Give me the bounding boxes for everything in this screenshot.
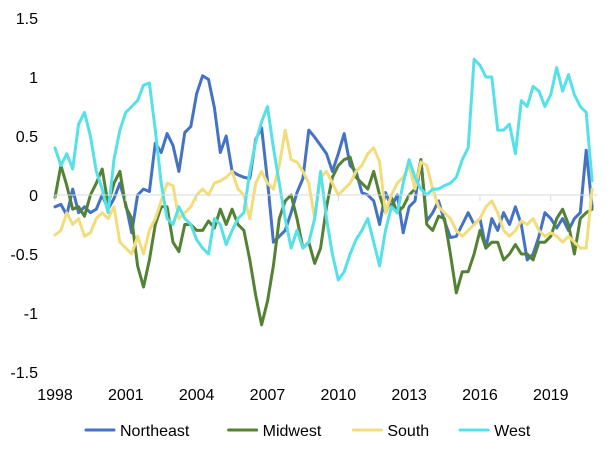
x-tick-label: 2007 (250, 387, 286, 404)
y-tick-label: 0 (29, 188, 38, 205)
legend-item-northeast: Northeast (84, 423, 190, 440)
legend: Northeast Midwest South West (84, 423, 531, 440)
y-tick-label: 1.5 (16, 11, 38, 28)
legend-label-northeast: Northeast (120, 423, 190, 440)
legend-item-south: South (351, 423, 429, 440)
x-tick-label: 1998 (37, 387, 73, 404)
series-line-south (53, 128, 594, 256)
x-tick-label: 2001 (108, 387, 144, 404)
series-line-northeast (53, 74, 594, 262)
x-tick-label: 2019 (533, 387, 569, 404)
y-tick-label: 1 (29, 70, 38, 87)
x-axis-ticks: 1998 2001 2004 2007 2010 2013 2016 2019 (37, 195, 569, 404)
y-tick-label: -0.5 (10, 247, 38, 264)
x-tick-label: 2016 (462, 387, 498, 404)
y-axis-ticks: 1.5 1 0.5 0 -0.5 -1 -1.5 (10, 11, 38, 382)
legend-item-west: West (458, 423, 531, 440)
x-tick-label: 2004 (179, 387, 215, 404)
legend-label-midwest: Midwest (263, 423, 322, 440)
legend-item-midwest: Midwest (227, 423, 322, 440)
x-tick-label: 2010 (321, 387, 357, 404)
x-tick-label: 2013 (391, 387, 427, 404)
legend-label-west: West (494, 423, 531, 440)
series-line-midwest (53, 155, 594, 327)
y-tick-label: 0.5 (16, 129, 38, 146)
y-tick-label: -1.5 (10, 365, 38, 382)
y-tick-label: -1 (24, 306, 38, 323)
legend-label-south: South (387, 423, 429, 440)
plot-lines (53, 57, 594, 327)
